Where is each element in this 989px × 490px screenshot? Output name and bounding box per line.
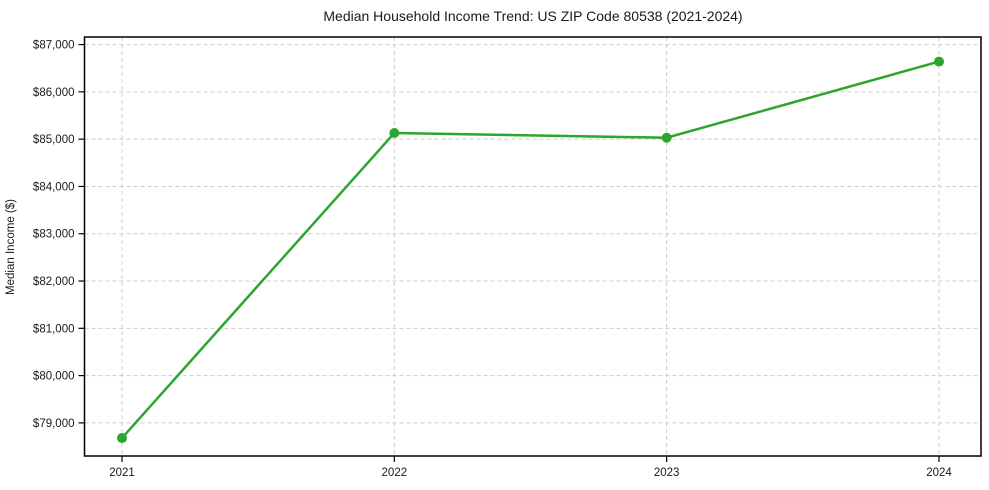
y-tick-label: $87,000 — [33, 40, 75, 52]
y-tick-labels: $79,000 $80,000 $81,000 $82,000 $83,000 $84,0… — [33, 40, 75, 430]
income-series: 2021: $78,680 2022: $85,130 2023: $85,030 2… — [117, 56, 944, 444]
y-tick-label: $81,000 — [33, 323, 75, 335]
y-tick-label: $84,000 — [33, 181, 75, 193]
y-tick-label: $79,000 — [33, 418, 75, 430]
x-tick-label: 2023 — [654, 467, 680, 479]
y-tick-label: $86,000 — [33, 87, 75, 99]
data-point: 2024: $86,640 — [934, 56, 944, 67]
x-tick-label: 2021 — [109, 467, 135, 479]
y-tick-label: $85,000 — [33, 134, 75, 146]
trend-line — [120, 60, 941, 440]
x-tick-label: 2022 — [382, 467, 408, 479]
y-tick-label: $82,000 — [33, 276, 75, 288]
data-point: 2023: $85,030 — [661, 132, 672, 143]
y-axis-label: Median Income ($) — [5, 199, 17, 295]
plot-area — [83, 36, 982, 457]
x-tick-label: 2024 — [926, 467, 952, 479]
y-tick-label: $80,000 — [33, 371, 75, 383]
data-point: 2021: $78,680 — [117, 433, 127, 444]
gridlines — [84, 37, 981, 456]
data-point: 2022: $85,130 — [389, 128, 400, 139]
x-tick-labels: 2021 2022 2023 2024 — [109, 467, 952, 479]
axis-ticks — [78, 43, 940, 462]
chart-title: Median Household Income Trend: US ZIP Co… — [323, 8, 742, 24]
y-tick-label: $83,000 — [33, 229, 75, 241]
